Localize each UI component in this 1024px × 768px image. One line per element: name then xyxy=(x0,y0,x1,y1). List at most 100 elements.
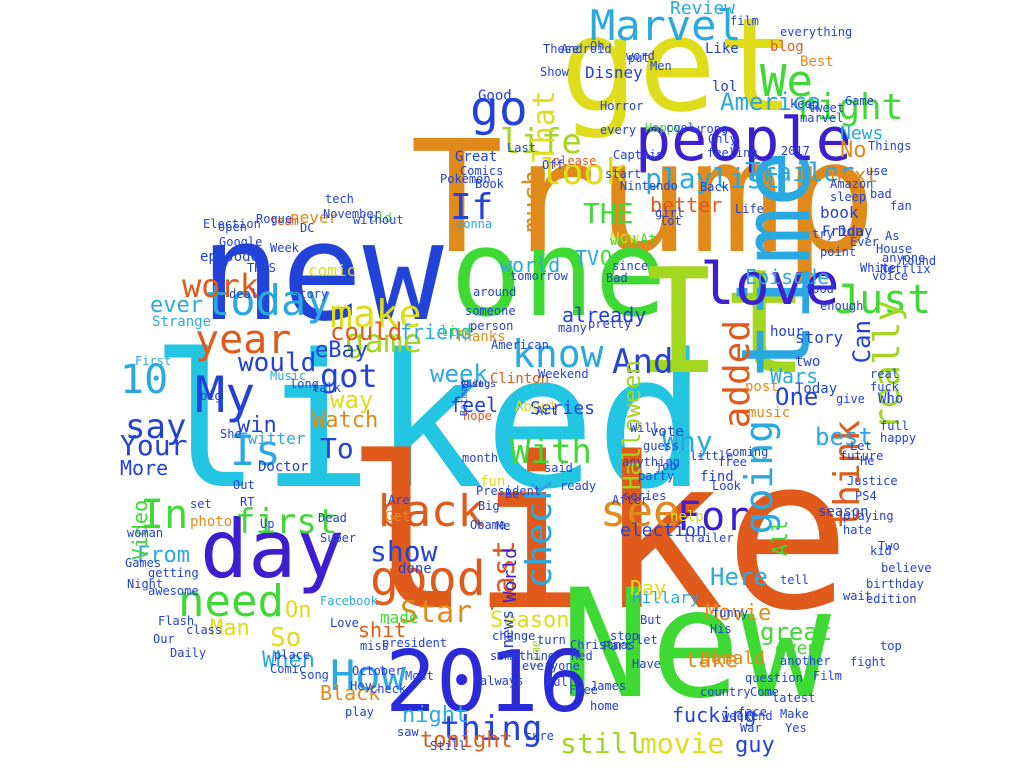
word-271: without xyxy=(353,213,404,227)
word-290: Full xyxy=(546,675,575,689)
word-85: world xyxy=(500,253,561,277)
word-98: From xyxy=(137,543,190,568)
word-328: Men xyxy=(650,59,672,73)
word-81: Episode xyxy=(745,265,830,289)
word-227: fan xyxy=(890,199,912,213)
word-11: day xyxy=(200,503,345,596)
word-265: Election xyxy=(203,217,261,231)
word-285: check xyxy=(370,682,407,696)
word-207: always xyxy=(480,674,524,688)
word-24: And xyxy=(612,342,674,382)
word-245: These xyxy=(543,42,580,56)
word-230: full xyxy=(880,419,909,433)
word-36: back xyxy=(378,486,484,537)
word-253: Me xyxy=(496,519,511,533)
word-188: Super xyxy=(320,531,357,545)
word-244: Android xyxy=(561,42,612,56)
word-189: give xyxy=(836,392,865,406)
word-344: last xyxy=(460,379,485,390)
word-312: Two xyxy=(878,539,900,553)
word-130: song xyxy=(300,668,329,682)
word-269: open xyxy=(218,220,247,234)
word-334: Netflix xyxy=(880,262,931,276)
word-235: Last xyxy=(507,141,536,155)
word-277: Captain xyxy=(613,148,664,162)
word-145: post xyxy=(745,379,779,395)
word-270: tech xyxy=(325,192,354,206)
word-125: photo xyxy=(190,514,233,530)
word-31: right xyxy=(795,87,904,128)
word-65: So xyxy=(270,623,302,653)
word-303: fight xyxy=(850,655,887,669)
word-144: free xyxy=(718,455,747,469)
word-48: Your xyxy=(120,429,188,462)
word-343: video xyxy=(460,379,491,390)
word-51: got xyxy=(320,357,378,395)
word-234: Off xyxy=(542,158,564,172)
word-87: No xyxy=(840,138,867,163)
word-171: every xyxy=(600,123,637,137)
word-318: White xyxy=(860,261,897,275)
word-195: Up xyxy=(260,517,275,531)
word-210: home xyxy=(590,699,619,713)
word-202: getting xyxy=(148,566,199,580)
word-275: Nintendo xyxy=(620,179,678,193)
word-211: stop xyxy=(610,629,639,643)
word-220: let xyxy=(636,633,658,647)
word-304: top xyxy=(880,639,902,653)
word-262: wait xyxy=(843,589,872,603)
word-307: future xyxy=(840,449,884,463)
word-148: hour xyxy=(770,324,804,340)
word-177: gonna xyxy=(456,217,493,231)
word-224: another xyxy=(780,654,831,668)
word-173: please xyxy=(553,154,597,168)
word-257: After xyxy=(612,493,649,507)
word-150: season xyxy=(818,504,869,520)
word-201: woman xyxy=(127,526,164,540)
word-331: use xyxy=(866,164,888,178)
word-117: Now xyxy=(610,228,639,247)
word-99: More xyxy=(120,456,169,480)
word-162: vote xyxy=(650,424,684,440)
word-124: Doctor xyxy=(258,459,309,475)
word-22: game xyxy=(345,322,423,360)
word-203: awesome xyxy=(148,584,199,598)
word-100: Season xyxy=(490,608,570,633)
word-80: One xyxy=(775,383,819,411)
word-284: Hey xyxy=(350,679,372,693)
word-58: still xyxy=(560,727,645,760)
word-161: girl xyxy=(655,206,684,220)
word-321: Game xyxy=(845,94,874,108)
word-139: Big xyxy=(478,499,500,513)
word-136: already xyxy=(562,303,647,327)
word-77: could xyxy=(330,318,403,346)
word-258: Look xyxy=(712,479,741,493)
word-33: America xyxy=(720,88,822,116)
word-256: ready xyxy=(560,479,597,493)
word-319: enough xyxy=(820,299,864,313)
word-217: War xyxy=(740,721,762,735)
word-181: Week xyxy=(270,241,299,255)
word-50: To xyxy=(320,432,354,465)
word-3: new xyxy=(200,194,444,351)
word-314: birthday xyxy=(866,577,924,591)
word-89: much xyxy=(518,170,548,233)
word-63: Black xyxy=(320,681,381,705)
word-128: Love xyxy=(330,616,359,630)
word-236: word xyxy=(626,49,655,63)
word-66: On xyxy=(285,598,312,623)
word-174: Great xyxy=(455,149,498,165)
word-261: hate xyxy=(843,523,872,537)
word-75: week xyxy=(430,360,488,388)
word-35: playlist xyxy=(645,162,780,195)
word-104: tonight xyxy=(420,728,513,753)
word-96: ever xyxy=(150,293,203,318)
word-45: first xyxy=(235,502,338,542)
word-2: get xyxy=(560,0,795,141)
word-61: great xyxy=(760,618,833,646)
word-186: She xyxy=(220,427,242,441)
word-329: Life xyxy=(735,202,764,216)
word-165: lol xyxy=(712,79,738,95)
word-137: Thanks xyxy=(455,329,506,345)
